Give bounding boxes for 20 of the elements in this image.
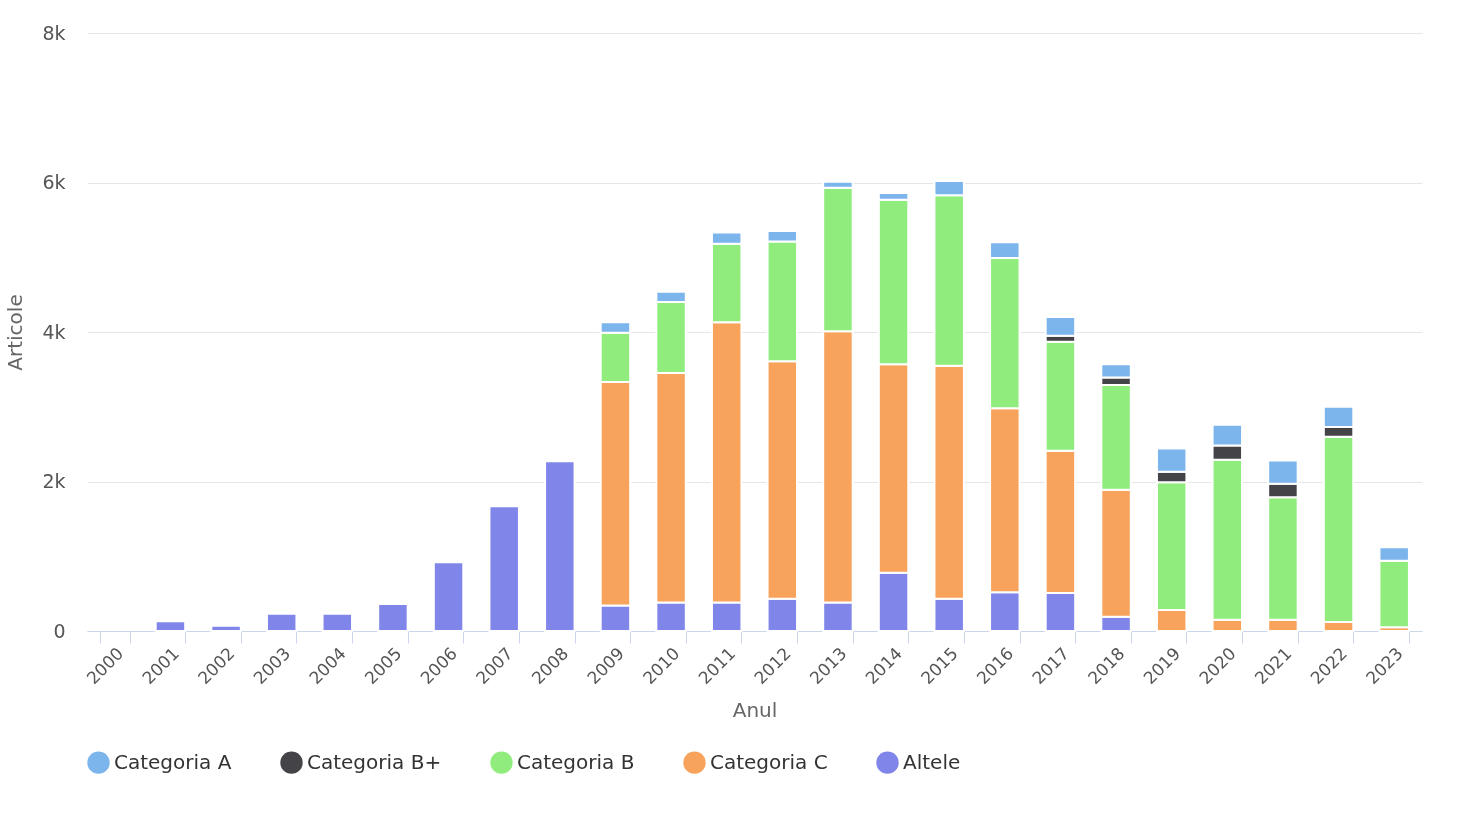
bar: [154, 620, 187, 632]
legend-label: Categoria B+: [307, 749, 442, 774]
legend-label: Altele: [903, 749, 961, 774]
bar: [321, 612, 354, 632]
bar: [488, 505, 520, 632]
x-axis-title: Anul: [732, 698, 778, 723]
legend-label: Categoria C: [710, 749, 828, 774]
bar: [377, 603, 409, 632]
bar: [210, 624, 242, 632]
y-tick-label: 2k: [42, 470, 66, 492]
y-axis-title: Articole: [3, 294, 28, 371]
y-tick-label: 4k: [42, 320, 66, 343]
legend-label: Categoria B: [517, 749, 635, 774]
y-tick-label: 6k: [42, 171, 66, 193]
y-tick-label: 0: [53, 619, 66, 642]
bar: [544, 460, 576, 632]
legend-label: Categoria A: [114, 749, 232, 774]
y-tick-label: 8k: [42, 21, 66, 44]
bar: [265, 612, 298, 632]
bar: [432, 561, 465, 632]
